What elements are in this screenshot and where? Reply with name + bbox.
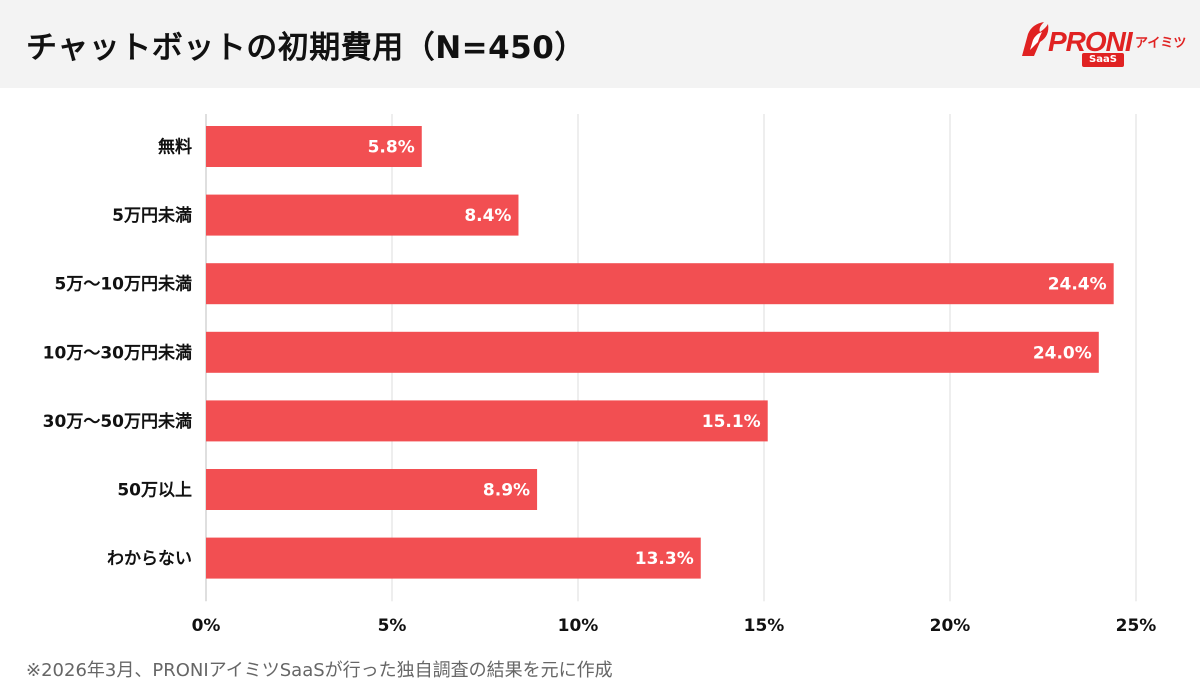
- bar-chart: 無料 5.8% 5万円未満 8.4% 5万〜10万円未満 24.4% 10万〜30万円未満 2…: [43, 114, 1157, 636]
- bar: [206, 263, 1114, 305]
- header-bar: チャットボットの初期費用（N=450） PRONI アイミツ SaaS: [0, 0, 1200, 88]
- category-label: 30万〜50万円未満: [43, 411, 192, 432]
- x-tick-label: 20%: [930, 616, 971, 636]
- flame-icon: [1022, 22, 1049, 56]
- data-label: 8.4%: [464, 206, 511, 226]
- footnote: ※2026年3月、PRONIアイミツSaaSが行った独自調査の結果を元に作成: [26, 660, 613, 681]
- category-label: 5万〜10万円未満: [55, 274, 193, 295]
- data-label: 8.9%: [483, 481, 530, 501]
- category-label: 無料: [158, 137, 192, 158]
- bar: [206, 194, 519, 236]
- category-label: 5万円未満: [112, 205, 192, 226]
- bar: [206, 537, 701, 579]
- x-tick-label: 25%: [1116, 616, 1157, 636]
- x-tick-label: 0%: [192, 616, 221, 636]
- brand-logo: PRONI アイミツ SaaS: [1018, 18, 1186, 70]
- data-label: 13.3%: [635, 549, 694, 569]
- data-label: 24.4%: [1048, 275, 1107, 295]
- logo-brand-text: PRONI: [1048, 26, 1133, 57]
- category-label: 50万以上: [117, 481, 192, 501]
- x-tick-label: 10%: [558, 616, 599, 636]
- logo-tag: SaaS: [1082, 53, 1124, 67]
- bar: [206, 469, 538, 510]
- data-label: 24.0%: [1033, 343, 1092, 363]
- data-label: 5.8%: [368, 138, 415, 158]
- category-label: 10万〜30万円未満: [43, 342, 192, 363]
- page-title: チャットボットの初期費用（N=450）: [26, 30, 586, 66]
- data-label: 15.1%: [702, 412, 761, 432]
- logo-sub-text: アイミツ: [1135, 36, 1187, 51]
- x-tick-label: 15%: [744, 616, 785, 636]
- category-label: わからない: [107, 549, 192, 569]
- chart-area: 無料 5.8% 5万円未満 8.4% 5万〜10万円未満 24.4% 10万〜30万円未満 2…: [0, 88, 1200, 638]
- bar: [206, 126, 422, 167]
- bar: [206, 331, 1099, 373]
- x-tick-label: 5%: [378, 616, 407, 636]
- bar: [206, 400, 768, 442]
